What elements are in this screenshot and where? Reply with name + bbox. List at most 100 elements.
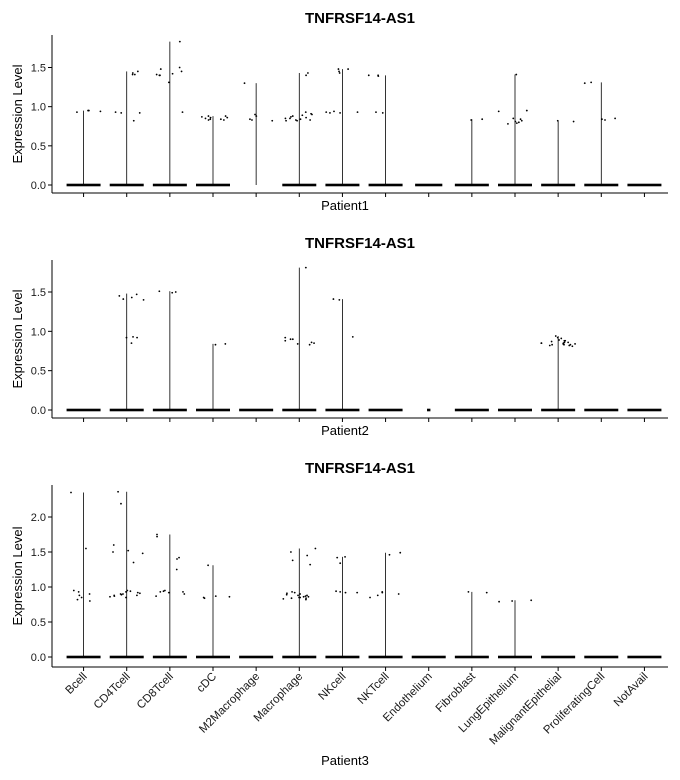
data-point [76,111,78,114]
x-axis-title: Patient2 [321,423,369,438]
violin-LungEpithelium [498,599,533,671]
data-point [571,345,574,348]
data-point [298,596,300,599]
data-point [554,335,557,337]
y-axis-title: Expression Level [10,64,25,163]
data-point [306,594,308,597]
data-point [127,549,130,552]
data-point [159,74,161,77]
data-point [286,592,288,595]
data-point [138,112,141,114]
data-point [525,109,528,112]
data-point [243,82,246,85]
data-point [333,110,335,113]
data-point [299,593,302,595]
zero-points [627,183,662,187]
data-point [133,73,136,76]
data-point [109,595,111,598]
violin-CD4Tcell [109,70,144,197]
violin-cDC [196,343,230,422]
zero-points [584,183,619,187]
data-point [132,119,135,122]
data-point [130,342,133,345]
data-point [285,593,288,596]
data-point [162,590,165,593]
violin-ProliferatingCell [583,81,619,197]
data-point [339,112,341,114]
data-point [290,551,292,553]
zero-points [282,408,317,412]
zero-points [498,183,532,187]
data-point [203,597,206,600]
data-point [497,110,500,113]
violin-Endothelium [427,408,431,422]
violin-ProliferatingCell [584,655,619,671]
x-tick-label: NKTcell [356,671,392,707]
violin-NKTcell [368,408,403,422]
chart-title: TNFRSF14-AS1 [305,460,415,477]
x-tick-label: CD4Tcell [92,671,133,712]
violin-Macrophage [282,266,317,422]
zero-points [109,655,144,659]
violin-M2Macrophage [239,408,274,422]
data-point [118,295,121,297]
data-point [297,594,299,597]
data-point [338,70,340,73]
panel-1: TNFRSF14-AS1 0.0 0.5 1.0 1.5 Expression Level… [10,10,668,213]
data-point [122,593,124,595]
data-point [304,111,307,114]
panel-2: TNFRSF14-AS1 0.0 0.5 1.0 1.5 Expression Level… [10,235,668,438]
zero-points [239,408,274,412]
data-point [572,120,575,123]
data-point [130,296,133,299]
zero-points [325,408,360,412]
data-point [209,118,212,121]
data-point [305,598,307,601]
y-tick-label: 0.5 [31,366,46,378]
violin-MalignantEpithelial [541,655,576,671]
data-point [515,73,518,76]
violin-Fibroblast [454,118,489,197]
data-point [304,266,307,269]
data-point [136,594,138,597]
data-point [562,342,565,345]
violin-NotAvail [627,655,662,671]
violin-CD4Tcell [109,293,145,422]
zero-points [498,408,532,412]
data-point [113,594,116,597]
data-point [70,491,72,494]
violin-Endothelium [415,183,443,197]
data-point [176,558,178,560]
data-point [183,593,186,595]
data-point [112,551,114,553]
data-point [158,290,161,293]
data-point [290,115,292,118]
x-tick-label: CD8Tcell [135,671,176,712]
data-point [397,593,400,595]
data-point [85,547,87,550]
zero-points [325,655,360,659]
data-point [601,118,603,121]
data-point [569,343,572,346]
data-point [313,342,315,345]
data-point [307,595,310,598]
data-point [125,591,127,593]
y-axis-title: Expression Level [10,526,25,625]
data-point [512,117,515,120]
data-point [290,597,293,600]
data-point [125,596,127,599]
data-point [583,82,586,85]
data-point [284,336,287,339]
data-point [164,589,166,592]
data-point [567,341,570,344]
panel-3: TNFRSF14-AS1 0.0 0.5 1.0 1.5 2.0 Expression Le… [10,460,668,768]
zero-points [454,655,489,659]
x-tick-label: NotAvail [612,671,651,710]
data-point [171,72,174,75]
data-point [78,594,81,597]
data-point [289,117,291,120]
data-point [200,115,203,118]
data-point [285,119,287,122]
zero-points [627,408,662,412]
